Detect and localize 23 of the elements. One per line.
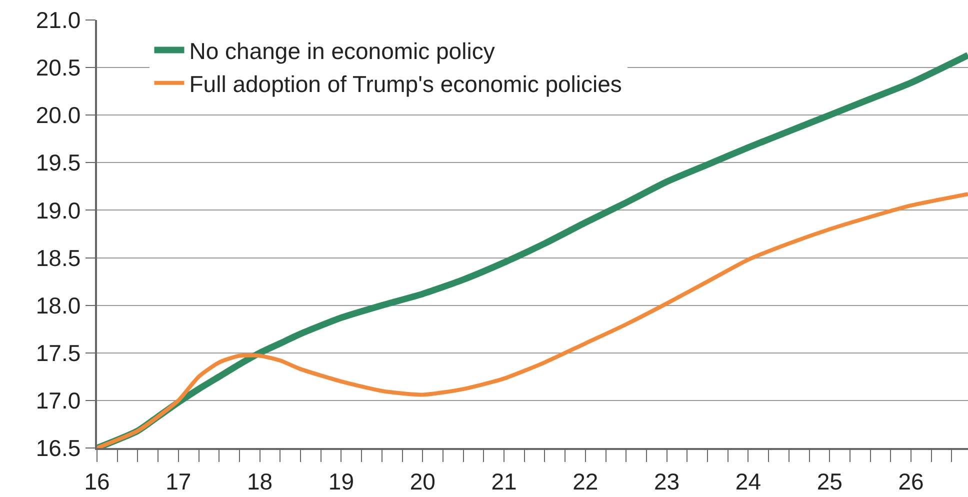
x-tick-label: 25 [816, 468, 842, 494]
x-tick-label: 17 [166, 468, 192, 494]
legend-label: Full adoption of Trump's economic policies [189, 70, 622, 97]
x-tick-label: 19 [328, 468, 354, 494]
x-tick-label: 21 [491, 468, 517, 494]
x-tick-label: 26 [898, 468, 924, 494]
x-tick-label: 16 [84, 468, 110, 494]
y-tick-label: 20.0 [36, 102, 81, 128]
x-tick-label: 23 [654, 468, 680, 494]
x-tick-label: 20 [410, 468, 436, 494]
y-tick-label: 18.5 [36, 244, 81, 271]
y-tick-label: 20.5 [36, 54, 81, 81]
legend-label: No change in economic policy [189, 38, 496, 64]
x-tick-label: 18 [247, 468, 273, 494]
y-tick-label: 16.5 [36, 435, 81, 462]
y-tick-label: 19.5 [36, 150, 81, 176]
y-tick-label: 21.0 [36, 7, 81, 34]
x-tick-label: 22 [572, 468, 598, 494]
y-tick-label: 17.5 [36, 340, 81, 366]
x-tick-label: 24 [735, 468, 762, 494]
y-tick-label: 19.0 [36, 197, 81, 224]
y-tick-label: 18.0 [36, 292, 81, 318]
y-tick-label: 17.0 [36, 387, 81, 414]
